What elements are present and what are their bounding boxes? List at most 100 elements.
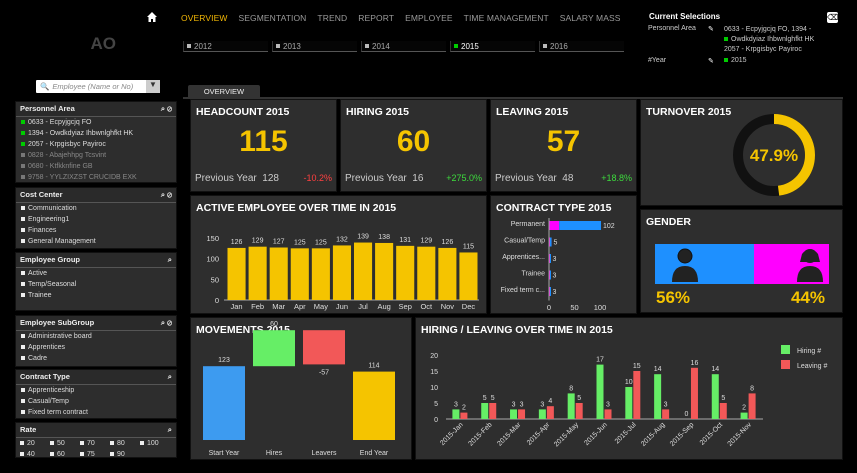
year-2016[interactable]: 2016 — [539, 41, 624, 52]
bar — [396, 245, 415, 300]
search-placeholder: Employee (Name or No) — [52, 82, 134, 91]
year-2013[interactable]: 2013 — [272, 41, 357, 52]
filter-item[interactable]: Engineering1 — [16, 214, 176, 225]
bar-leaving — [518, 409, 526, 419]
filter-item[interactable]: 2057 - Krpgisbyc Payiroc — [16, 139, 176, 150]
card-title: GENDER — [646, 216, 691, 228]
y-tick: 20 — [430, 353, 438, 360]
filter-item[interactable]: Fixed term contract — [16, 407, 176, 418]
tab-overview[interactable]: OVERVIEW — [188, 85, 260, 98]
x-tick: 2015-Jan — [439, 421, 465, 447]
data-label: 15 — [633, 363, 641, 370]
nav-item-trend[interactable]: TREND — [317, 13, 348, 23]
filter-item[interactable]: 80 — [110, 438, 140, 449]
year-2014[interactable]: 2014 — [361, 41, 446, 52]
y-tick: Fixed term c... — [501, 287, 545, 294]
filter-item[interactable]: 90 — [110, 449, 140, 460]
bar-leaving — [662, 409, 670, 419]
personnel-value: 2057 - Krpgisbyc Payiroc — [724, 46, 802, 53]
x-tick: End Year — [360, 450, 389, 457]
filter-item[interactable]: 60 — [50, 449, 80, 460]
female-bar — [754, 244, 829, 284]
movements-svg: 123 Start Year 60 Hires -57 Leavers 114 End Yea… — [203, 321, 395, 457]
bar-hiring — [452, 409, 460, 419]
filter-item[interactable]: Apprenticeship — [16, 385, 176, 396]
selection-marker — [21, 228, 25, 233]
search-icon[interactable]: ⌕ — [167, 425, 172, 434]
filter-item[interactable]: 20 — [20, 438, 50, 449]
data-label: 2 — [462, 405, 466, 412]
bar-hiring — [481, 403, 489, 419]
year-marker — [276, 44, 280, 48]
selection-marker — [21, 164, 25, 169]
selection-marker — [21, 399, 25, 404]
search-icon[interactable]: ⌕ ⊘ — [160, 104, 172, 113]
year-2015[interactable]: 2015 — [450, 41, 535, 52]
nav-item-report[interactable]: REPORT — [358, 13, 395, 23]
bar-hiring — [625, 387, 633, 419]
clear-selections-icon[interactable]: ⌫ — [827, 12, 839, 23]
nav-item-segmentation[interactable]: SEGMENTATION — [238, 13, 307, 23]
card-title: HIRING 2015 — [346, 106, 410, 118]
filter-item[interactable]: Trainee — [16, 290, 176, 301]
nav-item-overview[interactable]: OVERVIEW — [181, 13, 228, 23]
bar-segment — [559, 221, 602, 230]
filter-item[interactable]: Finances — [16, 225, 176, 236]
year-2012[interactable]: 2012 — [183, 41, 268, 52]
filter-item[interactable]: 9758 - YYLZIXZST CRUCIDB EXK — [16, 172, 176, 183]
filter-item[interactable]: 0633 - Ecpyjgcjq FO — [16, 117, 176, 128]
search-icon[interactable]: ⌕ — [167, 255, 172, 264]
bar — [438, 247, 457, 300]
x-tick: 2015-May — [553, 421, 580, 448]
x-tick: Jun — [336, 302, 348, 311]
search-icon[interactable]: ⌕ — [167, 372, 172, 381]
nav-item-time-management[interactable]: TIME MANAGEMENT — [463, 13, 549, 23]
y-tick: 50 — [211, 275, 219, 284]
x-tick: Feb — [251, 302, 264, 311]
filter-item[interactable]: Casual/Temp — [16, 396, 176, 407]
nav-item-salary-mass[interactable]: SALARY MASS — [559, 13, 621, 23]
filter-item[interactable]: Cadre — [16, 353, 176, 364]
eraser-icon[interactable]: ✎ — [708, 26, 714, 33]
search-icon[interactable]: ⌕ ⊘ — [160, 190, 172, 199]
bar-leaving — [575, 403, 583, 419]
filter-item[interactable]: 0680 - Ktfkknfine GB — [16, 161, 176, 172]
turnover-card: TURNOVER 2015 47.9% — [640, 99, 843, 206]
filter-item[interactable]: Temp/Seasonal — [16, 279, 176, 290]
selection-marker — [21, 142, 25, 147]
bar — [227, 247, 246, 300]
filter-item[interactable]: 0828 - Abajehhpg Tcsvint — [16, 150, 176, 161]
data-label: 14 — [711, 366, 719, 373]
filter-item[interactable]: 70 — [80, 438, 110, 449]
contract-type-chart: CONTRACT TYPE 2015 Permanent 102 Casual/Te… — [490, 195, 637, 314]
year-selector: 2012 2013 2014 2015 2016 — [183, 41, 628, 52]
employee-search-input[interactable]: 🔍 Employee (Name or No) ▼ — [36, 80, 160, 93]
filter-item[interactable]: General Management — [16, 236, 176, 247]
filter-item[interactable]: Communication — [16, 203, 176, 214]
x-tick: Jan — [230, 302, 242, 311]
filter-item[interactable]: 100 — [140, 438, 170, 449]
x-tick: 0 — [547, 303, 551, 312]
x-tick: Hires — [266, 450, 283, 457]
x-tick: 2015-Sep — [669, 421, 695, 447]
male-icon — [672, 248, 698, 282]
chevron-down-icon[interactable]: ▼ — [146, 80, 160, 93]
filter-item[interactable]: Active — [16, 268, 176, 279]
filter-item[interactable]: 1394 - Owdkdyiaz Ihbwnlghfkt HK — [16, 128, 176, 139]
eraser-icon[interactable]: ✎ — [708, 58, 714, 65]
selection-marker — [50, 441, 54, 446]
data-label: 102 — [603, 223, 615, 230]
x-tick: 50 — [570, 303, 578, 312]
previous-year: Previous Year 48 — [495, 173, 574, 184]
home-icon[interactable] — [146, 11, 158, 23]
filter-item[interactable]: Apprentices — [16, 342, 176, 353]
bar-hiring — [596, 364, 604, 419]
search-icon[interactable]: ⌕ ⊘ — [160, 318, 172, 327]
nav-item-employee[interactable]: EMPLOYEE — [405, 13, 453, 23]
selection-marker — [21, 239, 25, 244]
filter-item[interactable]: 40 — [20, 449, 50, 460]
filter-item[interactable]: 50 — [50, 438, 80, 449]
filter-item[interactable]: 75 — [80, 449, 110, 460]
data-label: -57 — [319, 369, 329, 376]
filter-item[interactable]: Administrative board — [16, 331, 176, 342]
